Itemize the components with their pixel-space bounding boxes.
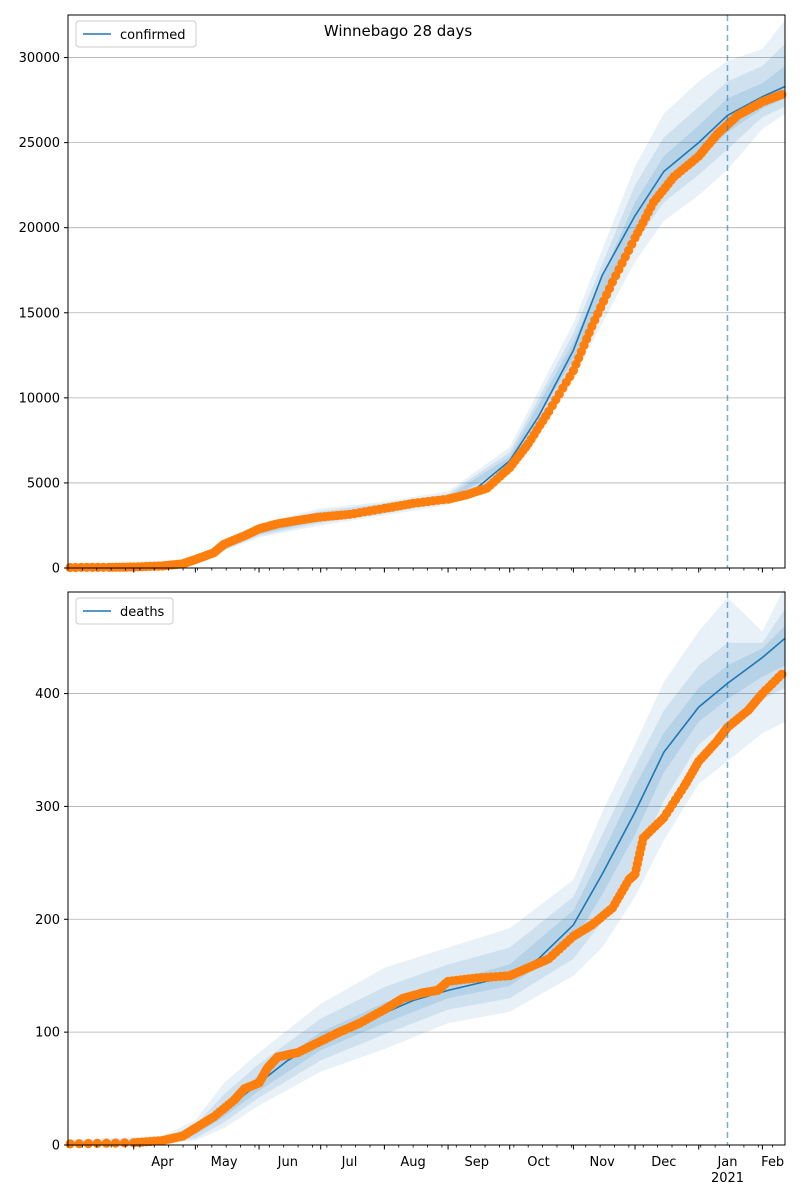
observed-point <box>777 89 787 100</box>
confirmed-x-ticks <box>67 568 774 573</box>
y-tick-label: 10000 <box>19 391 60 406</box>
legend-label-deaths: deaths <box>120 605 165 620</box>
x-tick-label: Aug <box>400 1155 425 1170</box>
forecast-band-0 <box>70 20 786 569</box>
y-tick-label: 100 <box>35 1026 60 1041</box>
deaths-axes <box>67 591 786 1146</box>
observed-point <box>777 669 787 679</box>
deaths-x-ticks <box>67 1145 774 1150</box>
y-tick-label: 30000 <box>19 51 60 66</box>
deaths-panel: 0 100 200 300 400 deaths Apr May Jun Jul Aug Sep O… <box>35 586 787 1186</box>
x-tick-label: Jun <box>277 1155 298 1170</box>
deaths-legend: deaths <box>75 597 174 625</box>
y-tick-label: 15000 <box>19 306 60 321</box>
legend-box <box>75 597 174 625</box>
x-tick-label: Dec <box>651 1155 676 1170</box>
y-tick-label: 200 <box>35 913 60 928</box>
confirmed-forecast-bands <box>70 20 786 569</box>
chart-title: Winnebago 28 days <box>324 22 473 40</box>
deaths-gridlines <box>68 693 785 1033</box>
forecast-band-1 <box>70 43 786 568</box>
observed-point <box>92 1138 102 1148</box>
y-tick-label: 5000 <box>27 476 60 491</box>
x-tick-label: Feb <box>761 1155 784 1170</box>
observed-point <box>83 1138 93 1149</box>
y-tick-label: 400 <box>35 687 60 702</box>
forecast-band-2 <box>70 625 786 1145</box>
observed-point <box>74 1139 84 1149</box>
observed-point <box>110 1138 121 1148</box>
legend-box <box>75 20 197 48</box>
observed-point <box>120 1138 130 1148</box>
x-tick-label: Sep <box>465 1155 490 1170</box>
confirmed-panel: 0 5000 10000 15000 20000 25000 30000 Winnebago… <box>19 14 787 577</box>
forecast-band-2 <box>70 66 786 568</box>
confirmed-legend: confirmed <box>75 20 197 48</box>
confirmed-observed-points <box>65 89 787 573</box>
y-tick-label: 0 <box>52 1139 60 1154</box>
confirmed-axes <box>67 14 786 569</box>
y-tick-label: 0 <box>52 562 60 577</box>
confirmed-gridlines <box>68 57 785 484</box>
x-tick-year-label: 2021 <box>711 1171 744 1186</box>
x-tick-label: Oct <box>527 1155 549 1170</box>
y-tick-label: 300 <box>35 800 60 815</box>
x-tick-label: Jul <box>341 1155 358 1170</box>
deaths-observed-points <box>65 669 787 1149</box>
deaths-forecast-bands <box>70 586 786 1145</box>
axes-frame <box>67 591 786 1146</box>
y-tick-label: 20000 <box>19 221 60 236</box>
x-tick-label: Apr <box>151 1155 174 1170</box>
observed-point <box>101 1138 111 1148</box>
observed-point <box>65 1139 75 1149</box>
x-tick-label: Jan <box>716 1155 737 1170</box>
legend-label-confirmed: confirmed <box>120 28 186 43</box>
x-tick-label: May <box>211 1155 238 1170</box>
forecast-band-0 <box>70 586 786 1145</box>
deaths-y-ticks: 0 100 200 300 400 <box>35 687 68 1154</box>
y-tick-label: 25000 <box>19 136 60 151</box>
x-tick-label: Nov <box>590 1155 616 1170</box>
deaths-x-tick-labels: Apr May Jun Jul Aug Sep Oct Nov Dec Jan Feb 2021 <box>151 1155 784 1186</box>
confirmed-y-ticks: 0 5000 10000 15000 20000 25000 30000 <box>19 51 68 577</box>
forecast-band-1 <box>70 608 786 1145</box>
axes-frame <box>67 14 786 569</box>
